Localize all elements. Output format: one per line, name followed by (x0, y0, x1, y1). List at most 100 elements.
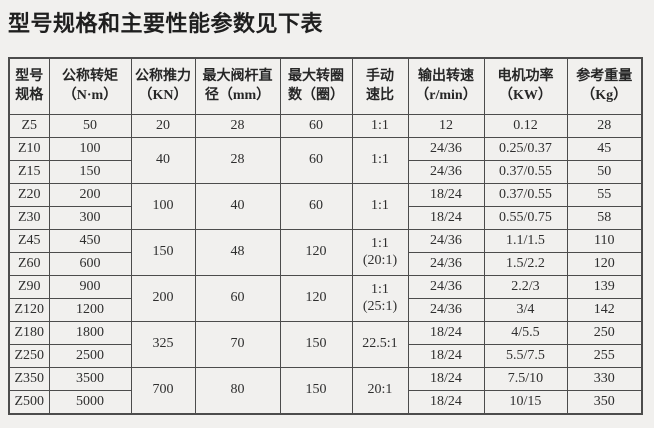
table-row-Z5: Z5 50 20 28 60 1:1 12 0.12 28 (8, 114, 643, 138)
stem-diameter-cell: 28 (194, 137, 281, 184)
output-speed-cell: 18/24 (407, 390, 485, 415)
manual-ratio-cell: 1:1 (351, 137, 409, 184)
torque-cell: 200 (48, 183, 132, 207)
stem-diameter-cell: 60 (194, 275, 281, 322)
weight-cell: 250 (566, 321, 643, 345)
weight-cell: 139 (566, 275, 643, 299)
weight-cell: 58 (566, 206, 643, 230)
motor-power-cell: 0.37/0.55 (483, 183, 568, 207)
output-speed-cell: 18/24 (407, 321, 485, 345)
column-header-4: 最大转圈 数（圈） (279, 57, 353, 115)
page-title: 型号规格和主要性能参数见下表 (8, 11, 324, 36)
column-header-5: 手动 速比 (351, 57, 409, 115)
motor-power-cell: 3/4 (483, 298, 568, 322)
table-row-Z350: Z350 3500 700 80 150 20:1 18/24 7.5/10 330 (8, 367, 643, 415)
table-body: Z5 50 20 28 60 1:1 12 0.12 28 Z10 100 40 28 60 1:1 24/3… (8, 114, 643, 415)
model-cell: Z120 (8, 298, 50, 322)
table-row-Z30: Z30 300 18/24 0.55/0.75 58 (8, 206, 643, 230)
output-speed-cell: 12 (407, 114, 485, 138)
manual-ratio-cell: 22.5:1 (351, 321, 409, 368)
table-row-Z10: Z10 100 40 28 60 1:1 24/36 0.25/0.37 45 (8, 137, 643, 184)
weight-cell: 120 (566, 252, 643, 276)
column-header-0: 型号 规格 (8, 57, 50, 115)
weight-cell: 45 (566, 137, 643, 161)
motor-power-cell: 7.5/10 (483, 367, 568, 391)
table-row-Z90: Z90 900 200 60 120 1:1 (25:1) 24/36 2.2/3 139 (8, 275, 643, 322)
torque-cell: 50 (48, 114, 132, 138)
max-turns-cell: 120 (279, 229, 353, 276)
weight-cell: 55 (566, 183, 643, 207)
motor-power-cell: 4/5.5 (483, 321, 568, 345)
motor-power-cell: 0.12 (483, 114, 568, 138)
max-turns-cell: 150 (279, 321, 353, 368)
torque-cell: 100 (48, 137, 132, 161)
output-speed-cell: 24/36 (407, 298, 485, 322)
stem-diameter-cell: 48 (194, 229, 281, 276)
max-turns-cell: 60 (279, 114, 353, 138)
weight-cell: 50 (566, 160, 643, 184)
table-row-Z120: Z120 1200 24/36 3/4 142 (8, 298, 643, 322)
manual-ratio-cell: 1:1 (20:1) (351, 229, 409, 276)
weight-cell: 110 (566, 229, 643, 253)
motor-power-cell: 0.55/0.75 (483, 206, 568, 230)
model-cell: Z30 (8, 206, 50, 230)
motor-power-cell: 10/15 (483, 390, 568, 415)
torque-cell: 1800 (48, 321, 132, 345)
model-cell: Z45 (8, 229, 50, 253)
motor-power-cell: 1.1/1.5 (483, 229, 568, 253)
model-cell: Z20 (8, 183, 50, 207)
thrust-cell: 100 (130, 183, 196, 230)
thrust-cell: 200 (130, 275, 196, 322)
model-cell: Z250 (8, 344, 50, 368)
stem-diameter-cell: 40 (194, 183, 281, 230)
header-row: 型号 规格 公称转矩 （N·m） 公称推力 （KN） 最大阀杆直 径（mm） 最大转圈 数（圈）手… (8, 57, 643, 115)
output-speed-cell: 24/36 (407, 160, 485, 184)
stem-diameter-cell: 28 (194, 114, 281, 138)
torque-cell: 2500 (48, 344, 132, 368)
model-cell: Z350 (8, 367, 50, 391)
max-turns-cell: 60 (279, 183, 353, 230)
column-header-2: 公称推力 （KN） (130, 57, 196, 115)
weight-cell: 28 (566, 114, 643, 138)
thrust-cell: 700 (130, 367, 196, 415)
table-row-Z500: Z500 5000 18/24 10/15 350 (8, 390, 643, 415)
output-speed-cell: 24/36 (407, 252, 485, 276)
thrust-cell: 325 (130, 321, 196, 368)
model-cell: Z90 (8, 275, 50, 299)
manual-ratio-cell: 1:1 (25:1) (351, 275, 409, 322)
table-row-Z60: Z60 600 24/36 1.5/2.2 120 (8, 252, 643, 276)
motor-power-cell: 1.5/2.2 (483, 252, 568, 276)
motor-power-cell: 0.25/0.37 (483, 137, 568, 161)
torque-cell: 3500 (48, 367, 132, 391)
torque-cell: 600 (48, 252, 132, 276)
thrust-cell: 40 (130, 137, 196, 184)
model-cell: Z60 (8, 252, 50, 276)
table-row-Z20: Z20 200 100 40 60 1:1 18/24 0.37/0.55 55 (8, 183, 643, 230)
column-header-1: 公称转矩 （N·m） (48, 57, 132, 115)
output-speed-cell: 18/24 (407, 206, 485, 230)
max-turns-cell: 60 (279, 137, 353, 184)
thrust-cell: 20 (130, 114, 196, 138)
weight-cell: 330 (566, 367, 643, 391)
stem-diameter-cell: 70 (194, 321, 281, 368)
max-turns-cell: 150 (279, 367, 353, 415)
output-speed-cell: 18/24 (407, 183, 485, 207)
model-cell: Z15 (8, 160, 50, 184)
motor-power-cell: 5.5/7.5 (483, 344, 568, 368)
torque-cell: 300 (48, 206, 132, 230)
output-speed-cell: 18/24 (407, 344, 485, 368)
thrust-cell: 150 (130, 229, 196, 276)
torque-cell: 450 (48, 229, 132, 253)
manual-ratio-cell: 1:1 (351, 183, 409, 230)
table-row-Z45: Z45 450 150 48 120 1:1 (20:1) 24/36 1.1/1.5 110 (8, 229, 643, 276)
column-header-3: 最大阀杆直 径（mm） (194, 57, 281, 115)
output-speed-cell: 24/36 (407, 275, 485, 299)
output-speed-cell: 18/24 (407, 367, 485, 391)
model-cell: Z5 (8, 114, 50, 138)
table-header: 型号 规格 公称转矩 （N·m） 公称推力 （KN） 最大阀杆直 径（mm） 最大转圈 数（圈）手… (8, 57, 643, 115)
table-row-Z15: Z15 150 24/36 0.37/0.55 50 (8, 160, 643, 184)
column-header-8: 参考重量 （Kg） (566, 57, 643, 115)
model-cell: Z180 (8, 321, 50, 345)
column-header-7: 电机功率 （KW） (483, 57, 568, 115)
